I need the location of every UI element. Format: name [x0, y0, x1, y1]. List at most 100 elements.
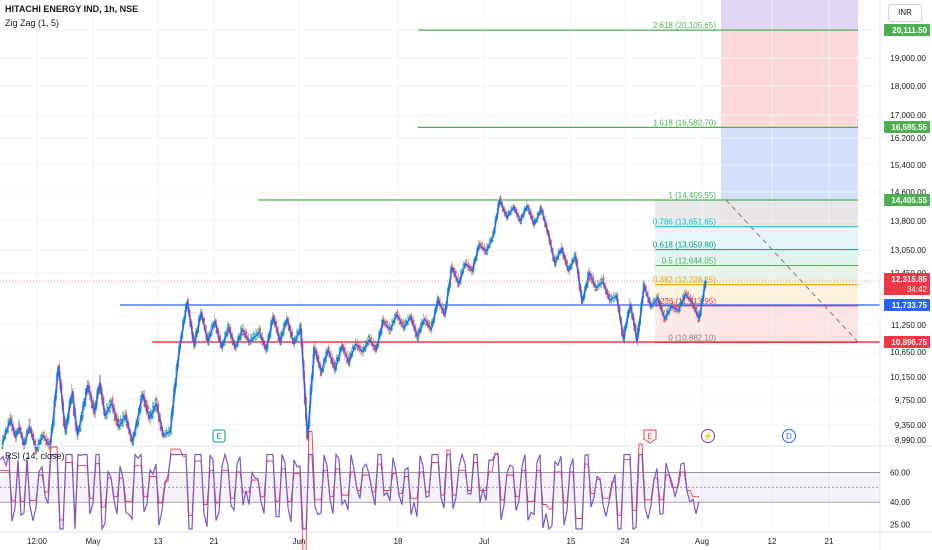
candle-body	[215, 328, 218, 334]
candle-body	[322, 368, 324, 373]
price-badge	[884, 336, 930, 348]
candle-body	[221, 341, 224, 345]
candle-body	[52, 414, 55, 426]
candle-body	[612, 300, 615, 302]
price-badge-label: 20,111.50	[892, 26, 927, 35]
candle-body	[436, 296, 439, 302]
candle-body	[574, 252, 576, 256]
candle-body	[119, 418, 122, 422]
chart-symbol-title: HITACHI ENERGY IND, 1h, NSE	[5, 4, 139, 14]
candle-body	[137, 421, 140, 427]
candle-body	[560, 251, 563, 254]
candle-body	[420, 321, 423, 324]
candle-body	[441, 310, 444, 314]
candle-body	[168, 429, 171, 431]
candle-body	[291, 331, 294, 336]
candle-body	[102, 397, 105, 404]
candle-body	[507, 211, 510, 214]
candle-body	[588, 277, 591, 281]
candle-body	[467, 269, 470, 271]
candle-body	[151, 415, 154, 419]
currency-button[interactable]: INR	[888, 4, 922, 22]
rsi-line[interactable]	[0, 452, 700, 532]
candle-body	[515, 208, 518, 212]
time-tick-label: May	[85, 537, 100, 546]
candle-body	[570, 266, 573, 270]
candle-body	[255, 338, 257, 340]
candle-body	[213, 324, 216, 328]
candle-body	[330, 360, 333, 364]
candle-body	[227, 323, 229, 328]
candle-body	[400, 319, 402, 322]
price-tick-label: 14,600.00	[890, 188, 926, 197]
candle-body	[454, 270, 457, 274]
candle-body	[203, 318, 205, 323]
candle-body	[351, 346, 354, 349]
candle-body	[614, 295, 616, 297]
candle-body	[485, 252, 488, 255]
candle-body	[594, 289, 597, 292]
fib-level-label: 1 (14,405.55)	[668, 191, 716, 200]
candle-body	[685, 292, 687, 294]
candle-body	[252, 333, 255, 335]
price-badge-label: 10,896.75	[891, 338, 927, 347]
time-tick-label: 21	[825, 537, 834, 546]
candle-body	[489, 238, 492, 242]
candle-body	[655, 302, 658, 305]
candle-body	[348, 362, 351, 366]
candle-body	[386, 321, 389, 324]
earnings-marker[interactable]	[643, 429, 657, 444]
candle-body	[404, 320, 407, 323]
rsi-indicator-label[interactable]: RSI (14, close)	[5, 451, 65, 461]
time-tick-label: Jul	[479, 537, 489, 546]
candle-body	[402, 321, 405, 324]
dividend-marker[interactable]	[782, 429, 796, 443]
candle-body	[109, 400, 112, 403]
candle-body	[396, 311, 399, 314]
candle-body	[380, 329, 383, 335]
candle-body	[219, 335, 221, 341]
candle-body	[242, 333, 244, 336]
candle-body	[123, 415, 125, 418]
candle-body	[338, 356, 341, 361]
candle-body	[106, 406, 109, 409]
fib-level-label: 0.786 (13,651.65)	[653, 218, 716, 227]
fib-level-label: 0.382 (12,228.25)	[653, 276, 716, 285]
price-badge-label: 16,595.55	[891, 123, 927, 132]
candle-body	[604, 291, 607, 295]
zigzag-line[interactable]	[1, 199, 707, 451]
candle-body	[645, 285, 647, 290]
candle-body	[385, 325, 387, 327]
candle-body	[558, 250, 560, 253]
candle-body	[269, 331, 272, 338]
candle-body	[121, 424, 124, 427]
candle-body	[113, 416, 116, 421]
candle-body	[136, 421, 139, 427]
candle-body	[153, 408, 156, 411]
earnings-marker[interactable]	[212, 429, 226, 443]
candle-body	[667, 312, 670, 315]
zigzag-indicator-label[interactable]: Zig Zag (1, 5)	[5, 18, 60, 28]
candle-body	[509, 213, 512, 216]
candle-body	[623, 336, 626, 344]
candle-body	[11, 427, 14, 431]
countdown-label: 34:42	[907, 285, 928, 294]
candle-body	[79, 427, 82, 432]
rsi-tick-label: 40.00	[890, 498, 911, 507]
split-marker[interactable]	[701, 429, 715, 443]
candle-body	[172, 387, 175, 398]
candle-body	[626, 312, 629, 318]
candle-body	[331, 357, 334, 361]
candle-body	[327, 346, 330, 350]
candle-body	[525, 208, 528, 211]
candle-body	[287, 326, 290, 331]
candle-body	[167, 435, 170, 437]
candle-body	[205, 335, 208, 341]
candle-body	[21, 441, 24, 446]
candle-body	[512, 208, 515, 211]
candle-body	[247, 343, 250, 346]
candle-body	[264, 344, 267, 347]
candle-body	[372, 348, 375, 350]
